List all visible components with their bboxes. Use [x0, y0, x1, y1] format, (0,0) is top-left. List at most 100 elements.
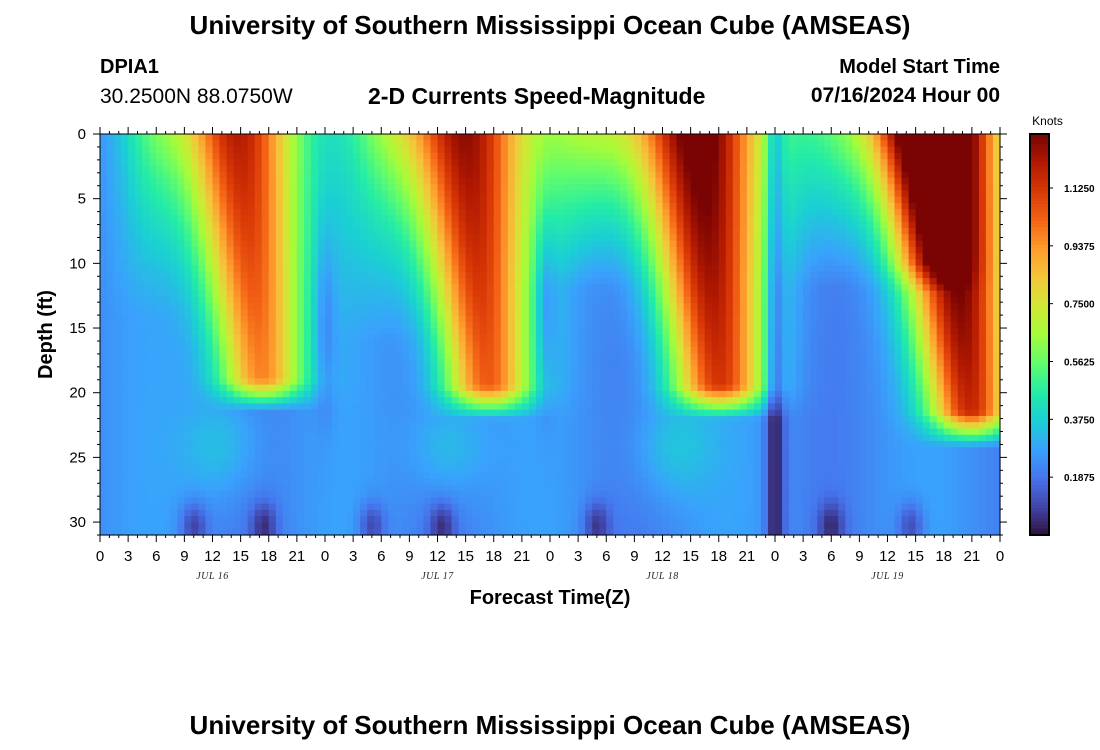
heatmap-cell	[353, 428, 361, 436]
heatmap-cell	[465, 240, 474, 248]
heatmap-cell	[458, 134, 467, 141]
heatmap-cell	[121, 365, 129, 373]
heatmap-cell	[205, 328, 214, 336]
heatmap-cell	[613, 403, 621, 411]
heatmap-cell	[353, 196, 361, 204]
heatmap-cell	[163, 134, 171, 141]
heatmap-cell	[360, 227, 368, 235]
heatmap-cell	[465, 190, 474, 198]
heatmap-cell	[261, 159, 270, 166]
heatmap-cell	[114, 315, 122, 323]
heatmap-cell	[156, 491, 164, 499]
heatmap-cell	[212, 290, 221, 298]
heatmap-cell	[557, 278, 565, 285]
heatmap-cell	[578, 403, 586, 411]
heatmap-cell	[240, 384, 249, 392]
heatmap-cell	[339, 478, 347, 486]
heatmap-cell	[627, 184, 635, 191]
heatmap-cell	[620, 221, 628, 229]
heatmap-cell	[578, 491, 586, 499]
heatmap-cell	[142, 409, 150, 417]
heatmap-cell	[564, 397, 572, 405]
heatmap-cell	[479, 315, 488, 323]
heatmap-cell	[198, 184, 207, 191]
heatmap-cell	[184, 246, 193, 254]
heatmap-cell	[423, 397, 432, 405]
heatmap-cell	[620, 447, 628, 455]
heatmap-cell	[451, 522, 460, 530]
heatmap-cell	[142, 422, 150, 430]
heatmap-cell	[212, 140, 221, 148]
heatmap-cell	[521, 209, 530, 217]
heatmap-cell	[353, 296, 361, 304]
heatmap-cell	[233, 221, 242, 229]
heatmap-cell	[205, 378, 214, 386]
heatmap-cell	[212, 372, 221, 379]
heatmap-cell	[571, 246, 579, 254]
heatmap-cell	[170, 434, 178, 442]
heatmap-cell	[346, 441, 354, 448]
heatmap-cell	[571, 422, 579, 430]
heatmap-cell	[170, 459, 178, 467]
heatmap-cell	[191, 234, 200, 242]
heatmap-cell	[163, 146, 171, 154]
heatmap-cell	[240, 503, 249, 511]
heatmap-cell	[613, 315, 621, 323]
heatmap-cell	[360, 378, 368, 386]
heatmap-cell	[535, 466, 544, 473]
heatmap-cell	[620, 184, 628, 191]
heatmap-cell	[395, 328, 403, 336]
heatmap-cell	[360, 390, 368, 398]
heatmap-cell	[592, 491, 600, 499]
heatmap-cell	[486, 184, 495, 191]
heatmap-cell	[100, 140, 108, 148]
heatmap-cell	[212, 227, 221, 235]
heatmap-cell	[627, 491, 635, 499]
heatmap-cell	[226, 340, 235, 348]
heatmap-cell	[437, 491, 446, 499]
heatmap-cell	[367, 271, 375, 279]
heatmap-cell	[226, 209, 235, 217]
heatmap-cell	[367, 134, 375, 141]
heatmap-cell	[535, 503, 544, 511]
heatmap-cell	[641, 159, 650, 166]
heatmap-cell	[507, 378, 516, 386]
heatmap-cell	[114, 278, 122, 285]
heatmap-cell	[275, 497, 284, 505]
heatmap-cell	[303, 152, 312, 160]
heatmap-cell	[332, 246, 340, 254]
heatmap-cell	[416, 428, 425, 436]
heatmap-cell	[296, 184, 305, 191]
heatmap-cell	[374, 190, 382, 198]
heatmap-cell	[571, 428, 579, 436]
heatmap-cell	[535, 165, 544, 173]
heatmap-cell	[282, 315, 291, 323]
heatmap-cell	[163, 234, 171, 242]
heatmap-cell	[149, 397, 157, 405]
heatmap-cell	[528, 315, 537, 323]
heatmap-cell	[205, 303, 214, 311]
heatmap-cell	[233, 140, 242, 148]
heatmap-cell	[233, 447, 242, 455]
heatmap-cell	[303, 459, 312, 467]
heatmap-cell	[402, 146, 410, 154]
heatmap-cell	[233, 196, 242, 204]
heatmap-cell	[620, 309, 628, 317]
heatmap-cell	[514, 303, 523, 311]
heatmap-cell	[317, 303, 326, 311]
heatmap-cell	[205, 290, 214, 298]
heatmap-cell	[282, 384, 291, 392]
heatmap-cell	[100, 296, 108, 304]
heatmap-cell	[247, 209, 256, 217]
heatmap-cell	[149, 309, 157, 317]
heatmap-cell	[578, 378, 586, 386]
heatmap-cell	[282, 271, 291, 279]
heatmap-cell	[128, 365, 136, 373]
heatmap-cell	[542, 434, 551, 442]
heatmap-cell	[620, 146, 628, 154]
heatmap-cell	[374, 390, 382, 398]
heatmap-cell	[360, 384, 368, 392]
heatmap-cell	[416, 303, 425, 311]
heatmap-cell	[275, 177, 284, 185]
heatmap-cell	[128, 234, 136, 242]
